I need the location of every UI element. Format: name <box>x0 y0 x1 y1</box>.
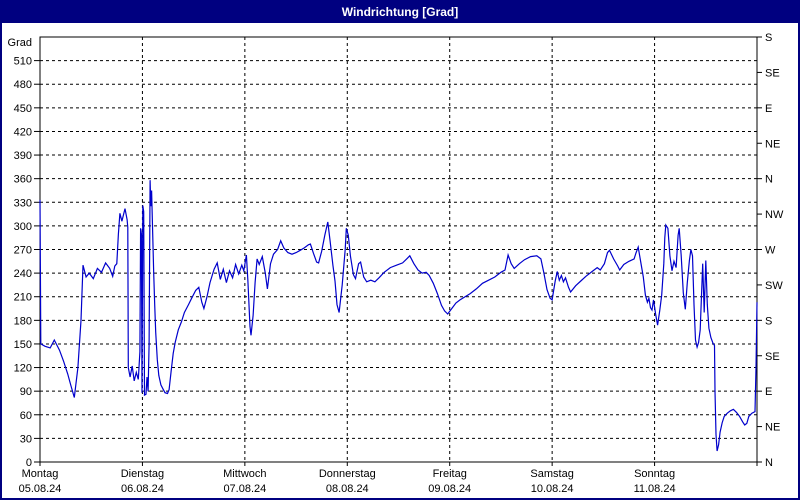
y-left-tick-label: 480 <box>14 79 32 91</box>
y-right-tick-label: S <box>765 32 772 44</box>
y-left-tick-label: 240 <box>14 268 32 280</box>
y-left-tick-label: 90 <box>20 386 32 398</box>
y-left-axis-caption: Grad <box>8 37 32 49</box>
x-day-name-label: Donnerstag <box>319 468 376 480</box>
x-day-name-label: Sonntag <box>634 468 675 480</box>
y-left-tick-label: 120 <box>14 363 32 375</box>
y-left-tick-label: 0 <box>26 457 32 469</box>
gridlines <box>40 37 757 462</box>
x-day-date-label: 06.08.24 <box>121 483 164 495</box>
axis-tick-labels: 0 30 60 90 120 150 180 210 240 270 300 330 360 390 420… <box>8 32 784 495</box>
wind-direction-line <box>39 180 758 452</box>
x-day-name-label: Freitag <box>433 468 467 480</box>
chart-svg: 0 30 60 90 120 150 180 210 240 270 300 330 360 390 420… <box>8 32 784 495</box>
y-left-tick-label: 450 <box>14 103 32 115</box>
y-right-tick-label: N <box>765 457 773 469</box>
y-right-tick-label: SE <box>765 351 780 363</box>
x-day-name-label: Samstag <box>530 468 573 480</box>
y-right-tick-label: W <box>765 245 776 257</box>
axis-tick-marks <box>34 36 762 466</box>
x-day-date-label: 09.08.24 <box>428 483 471 495</box>
y-left-tick-label: 390 <box>14 150 32 162</box>
window-title-bar: Windrichtung [Grad] <box>2 2 798 23</box>
x-day-date-label: 10.08.24 <box>531 483 574 495</box>
x-day-date-label: 11.08.24 <box>634 483 676 495</box>
y-right-tick-label: NE <box>765 422 780 434</box>
y-left-tick-label: 360 <box>14 174 32 186</box>
y-right-tick-label: NE <box>765 138 780 150</box>
y-left-tick-label: 210 <box>14 292 32 304</box>
window-title: Windrichtung [Grad] <box>341 5 459 19</box>
y-right-tick-label: NW <box>765 209 784 221</box>
y-left-tick-label: 30 <box>20 433 32 445</box>
x-day-name-label: Montag <box>22 468 59 480</box>
plot-border <box>39 36 758 463</box>
x-day-name-label: Mittwoch <box>223 468 266 480</box>
y-left-tick-label: 330 <box>14 197 32 209</box>
y-left-tick-label: 420 <box>14 126 32 138</box>
y-right-tick-label: E <box>765 386 772 398</box>
x-day-date-label: 07.08.24 <box>223 483 266 495</box>
y-left-tick-label: 60 <box>20 410 32 422</box>
y-right-tick-label: SE <box>765 67 780 79</box>
x-day-date-label: 05.08.24 <box>19 483 62 495</box>
y-right-tick-label: N <box>765 174 773 186</box>
y-left-tick-label: 510 <box>14 56 32 68</box>
x-day-date-label: 08.08.24 <box>326 483 369 495</box>
y-left-tick-label: 270 <box>14 245 32 257</box>
y-right-tick-label: E <box>765 103 772 115</box>
y-left-tick-label: 150 <box>14 339 32 351</box>
y-right-tick-label: S <box>765 315 772 327</box>
y-right-tick-label: SW <box>765 280 783 292</box>
x-day-name-label: Dienstag <box>121 468 164 480</box>
y-left-tick-label: 300 <box>14 221 32 233</box>
y-left-tick-label: 180 <box>14 315 32 327</box>
